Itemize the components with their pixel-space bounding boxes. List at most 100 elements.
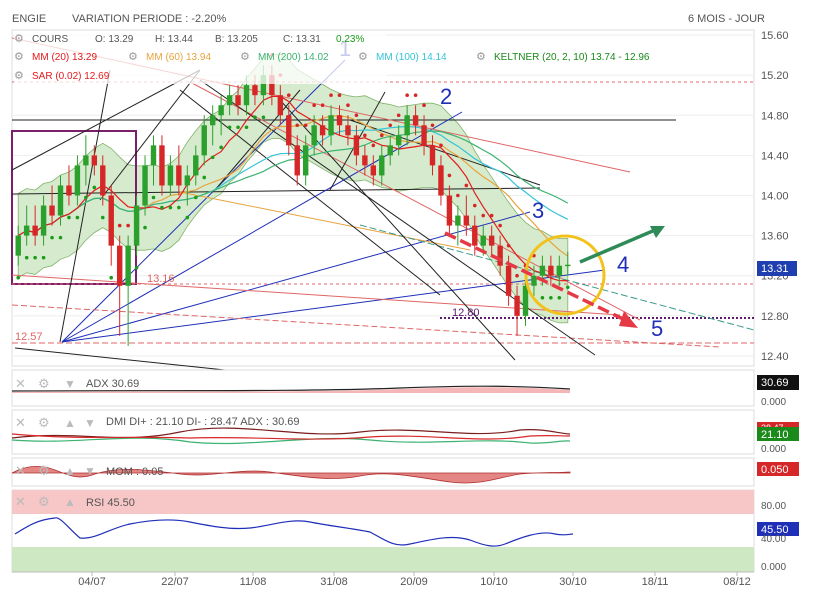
candle-body-30 [269,75,275,96]
dmi-scale-low: 0.000 [761,444,786,455]
rsi-scale-low: 0.000 [761,562,786,573]
last-price-tag [757,261,797,276]
candle-body-48 [421,125,427,146]
sar-dot-44 [388,123,393,128]
x-tick-label-3: 31/08 [320,576,348,588]
candle-body-47 [412,115,419,126]
sar-dot-58 [506,243,511,248]
rsi-value: 45.50 [761,524,789,536]
adx-scale-low: 0.000 [761,397,786,408]
candle-body-45 [395,135,402,146]
gear-icon[interactable]: ⚙ [38,415,50,430]
sar-dot-34 [303,123,308,128]
sar-dot-59 [515,273,519,278]
sar-dot-16 [151,195,156,200]
close-icon[interactable]: ✕ [15,376,26,391]
black-fan-2 [59,69,111,343]
sar-dot-12 [117,223,122,228]
sar-dot-13 [126,223,130,228]
candle-body-49 [429,145,436,166]
candle-body-54 [472,225,478,246]
arrow-down-icon[interactable]: ▼ [84,416,96,430]
candle-body-14 [133,205,140,246]
candle-body-40 [353,135,360,156]
sar-dot-42 [371,143,376,148]
gear-icon[interactable]: ⚙ [38,494,50,509]
dmi-panel [11,409,755,455]
legend-keltner: KELTNER (20, 2, 10) 13.74 - 12.96 [494,52,650,63]
legend-sar: SAR (0.02) 12.69 [32,71,110,82]
sar-dot-27 [244,125,249,130]
sar-dot-17 [160,205,164,210]
y-tick-label-8: 15.60 [761,30,789,42]
candle-body-36 [319,125,326,136]
sar-dot-29 [261,115,266,120]
legend-change: 0.23% [336,34,364,45]
sar-dot-23 [210,155,215,160]
candle-body-50 [438,165,444,196]
rsi-overbought-zone [12,490,754,514]
sar-dot-15 [143,225,147,230]
sar-dot-26 [236,125,240,130]
candle-body-8 [83,155,89,166]
candle-body-57 [497,245,503,266]
candle-body-39 [345,125,351,136]
gear-icon[interactable]: ⚙ [38,376,50,391]
candle-body-19 [176,165,182,186]
sar-dot-4 [50,235,54,240]
sar-dots [16,53,570,300]
candle-body-43 [379,155,385,176]
sar-dot-35 [312,103,316,108]
x-tick-label-1: 22/07 [161,576,189,588]
gear-icon: ⚙ [14,51,24,63]
close-icon[interactable]: ✕ [15,415,26,430]
sar-dot-50 [439,143,443,148]
variation-label: VARIATION PERIODE : -2.20% [72,13,226,25]
candle-body-35 [311,125,317,146]
annotation-4: 4 [617,252,629,277]
bullish-arrow-head [650,226,665,238]
sar-dot-20 [185,215,190,220]
arrow-up-icon[interactable]: ▲ [64,464,76,478]
candle-body-46 [404,115,410,136]
bullish-arrow [579,228,656,264]
arrow-up-icon[interactable]: ▲ [64,495,76,509]
sar-dot-9 [92,185,97,190]
sar-dot-51 [447,173,452,178]
candle-body-38 [336,115,343,126]
candle-body-6 [66,185,72,196]
dmi-minus-line [11,433,571,440]
arrow-down-icon[interactable]: ▼ [84,464,96,478]
legend-high: H: 13.44 [155,34,193,45]
sar-dot-8 [84,195,88,200]
price-legend: ⚙ COURS O: 13.29 H: 13.44 B: 13.205 C: 1… [14,32,650,84]
sar-dot-36 [320,103,325,108]
candle-body-18 [167,165,174,186]
annotation-2: 2 [440,84,452,109]
gear-icon[interactable]: ⚙ [38,463,50,478]
close-icon[interactable]: ✕ [15,494,26,509]
sar-dot-3 [41,255,46,260]
candle-body-32 [286,115,292,146]
candle-body-37 [328,115,334,136]
sar-dot-22 [202,175,207,180]
legend-mm200: MM (200) 14.02 [258,52,329,63]
candle-body-2 [32,225,38,236]
arrow-up-icon[interactable]: ▲ [64,416,76,430]
candle-body-42 [370,165,377,176]
sar-dot-0 [16,275,21,280]
candle-body-15 [142,165,148,206]
close-icon[interactable]: ✕ [15,463,26,478]
sar-dot-14 [134,265,139,270]
arrow-down-icon[interactable]: ▼ [64,377,76,391]
y-tick-label-1: 12.80 [761,311,789,323]
candle-body-7 [74,165,81,196]
sar-dot-19 [177,205,181,210]
candle-body-29 [260,75,267,96]
candle-body-28 [252,85,258,96]
legend-cours: COURS [32,34,68,45]
x-tick-label-4: 20/09 [400,576,428,588]
y-tick-label-4: 14.00 [761,190,789,202]
candle-body-4 [49,205,55,216]
candle-body-44 [387,145,393,156]
